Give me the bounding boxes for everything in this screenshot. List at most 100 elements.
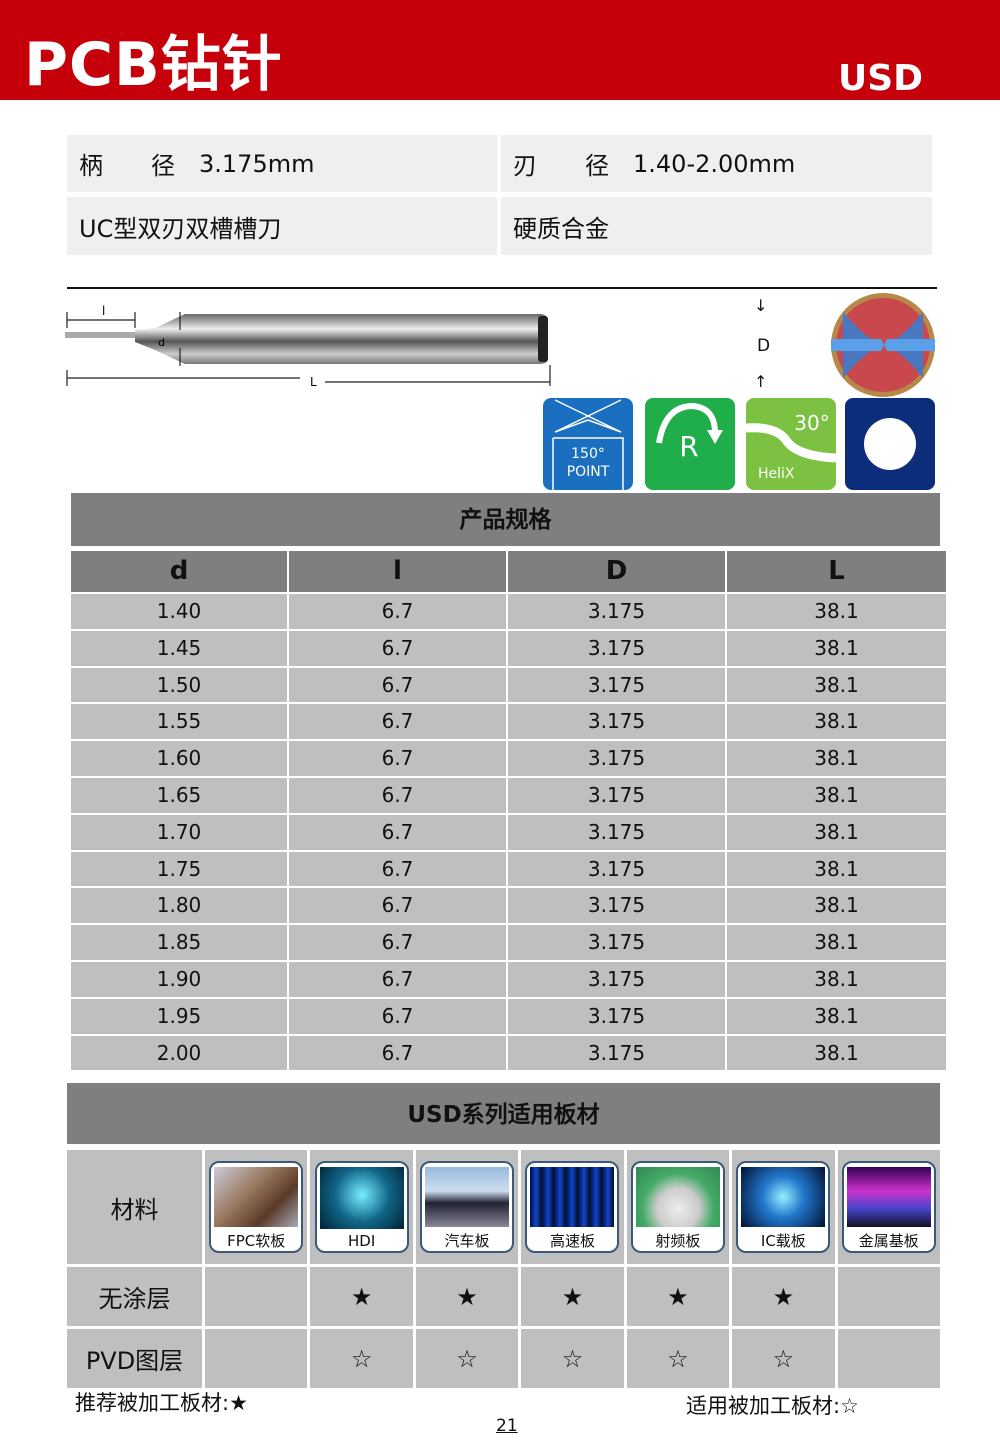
- row-label-pvd: PVD图层: [67, 1329, 202, 1388]
- spec-title: 产品规格: [71, 493, 940, 546]
- filled-star-icon: ★: [521, 1267, 624, 1326]
- table-cell: 6.7: [289, 704, 506, 740]
- table-cell: 1.65: [71, 777, 287, 813]
- svg-text:30°: 30°: [794, 411, 829, 435]
- right-hand-rotation-icon: R: [645, 398, 735, 490]
- table-cell: 38.1: [727, 630, 946, 666]
- board-cell: HDI: [310, 1150, 413, 1264]
- table-cell: 6.7: [289, 888, 506, 924]
- legend-recommended: 推荐被加工板材:★: [75, 1391, 248, 1415]
- board-cell: IC载板: [732, 1150, 835, 1264]
- table-cell: 3.175: [508, 667, 725, 703]
- column-header-D: D: [508, 551, 725, 592]
- board-cell: 金属基板: [837, 1150, 940, 1264]
- drill-cross-section-icon: [831, 293, 935, 397]
- table-cell: 38.1: [727, 925, 946, 960]
- empty-cell: [837, 1329, 940, 1388]
- table-cell: 1.40: [71, 594, 287, 629]
- round-shank-icon: [845, 398, 935, 490]
- tool-type: UC型双刃双槽槽刀: [67, 197, 497, 255]
- filled-star-icon: ★: [415, 1267, 519, 1326]
- shank-label: 柄 径: [79, 152, 175, 180]
- shank-value: 3.175mm: [199, 149, 315, 178]
- arrow-down-icon: ↓: [754, 296, 768, 315]
- helix-angle-icon: 30° HeliX: [746, 398, 836, 490]
- board-card: 射频板: [630, 1161, 725, 1253]
- board-card: 汽车板: [420, 1161, 515, 1253]
- column-header-l: l: [289, 551, 506, 592]
- table-cell: 2.00: [71, 1035, 287, 1071]
- board-card: FPC软板: [209, 1161, 304, 1253]
- tool-material: 硬质合金: [501, 197, 932, 255]
- legend-applicable: 适用被加工板材:☆: [686, 1394, 859, 1418]
- table-cell: 1.90: [71, 961, 287, 997]
- table-cell: 38.1: [727, 998, 946, 1034]
- empty-cell: [205, 1267, 308, 1326]
- empty-cell: [837, 1267, 940, 1326]
- board-image: [635, 1167, 720, 1227]
- l-label: l: [102, 304, 105, 318]
- table-cell: 1.45: [71, 630, 287, 666]
- board-image: [425, 1167, 510, 1227]
- table-cell: 3.175: [508, 925, 725, 960]
- table-cell: 3.175: [508, 814, 725, 850]
- table-cell: 38.1: [727, 777, 946, 813]
- outline-star-icon: ☆: [732, 1329, 835, 1388]
- outline-star-icon: ☆: [415, 1329, 519, 1388]
- outline-star-icon: ☆: [521, 1329, 624, 1388]
- materials-table: 材料 FPC软板 HDI 汽车板 高速板 射频板 IC载板 金属基板 无涂层 ★ ★ ★ ★ ★ PVD图层…: [67, 1150, 940, 1388]
- board-label: 高速板: [549, 1232, 595, 1250]
- table-cell: 1.55: [71, 704, 287, 740]
- table-cell: 3.175: [508, 888, 725, 924]
- table-cell: 1.60: [71, 741, 287, 776]
- blade-value: 1.40-2.00mm: [633, 149, 796, 178]
- table-cell: 1.70: [71, 814, 287, 850]
- divider: [67, 287, 937, 289]
- page-title: PCB钻针: [24, 30, 283, 100]
- drill-diagram: l d L: [65, 304, 551, 389]
- table-cell: 3.175: [508, 1035, 725, 1071]
- board-label: IC载板: [760, 1232, 806, 1250]
- outline-star-icon: ☆: [310, 1329, 413, 1388]
- empty-cell: [205, 1329, 308, 1388]
- board-image: [530, 1167, 615, 1227]
- shank-diameter-cell: 柄 径 3.175mm: [67, 135, 497, 192]
- board-cell: 射频板: [626, 1150, 730, 1264]
- table-cell: 3.175: [508, 704, 725, 740]
- table-cell: 3.175: [508, 777, 725, 813]
- board-label: FPC软板: [227, 1232, 286, 1250]
- table-cell: 3.175: [508, 961, 725, 997]
- table-cell: 6.7: [289, 741, 506, 776]
- filled-star-icon: ★: [626, 1267, 730, 1326]
- svg-text:POINT: POINT: [567, 464, 610, 480]
- table-cell: 6.7: [289, 667, 506, 703]
- table-cell: 3.175: [508, 594, 725, 629]
- board-image: [214, 1167, 299, 1227]
- table-cell: 38.1: [727, 851, 946, 887]
- table-cell: 38.1: [727, 888, 946, 924]
- table-cell: 6.7: [289, 961, 506, 997]
- board-label: 金属基板: [858, 1232, 919, 1250]
- board-cell: FPC软板: [205, 1150, 308, 1264]
- board-image: [846, 1167, 931, 1227]
- blade-diameter-cell: 刃 径 1.40-2.00mm: [501, 135, 932, 192]
- materials-title: USD系列适用板材: [67, 1083, 940, 1144]
- table-cell: 38.1: [727, 667, 946, 703]
- board-cell: 高速板: [521, 1150, 624, 1264]
- svg-text:R: R: [679, 430, 698, 463]
- table-cell: 38.1: [727, 814, 946, 850]
- blade-label: 刃 径: [513, 152, 609, 180]
- table-cell: 3.175: [508, 998, 725, 1034]
- svg-text:HeliX: HeliX: [758, 466, 795, 482]
- row-label-material: 材料: [67, 1150, 202, 1264]
- page-number: 21: [496, 1416, 518, 1436]
- table-cell: 3.175: [508, 741, 725, 776]
- spec-table: d l D L 1.40 6.7 3.175 38.1 1.45 6.7 3.175 38.1 1.50…: [71, 551, 946, 1071]
- board-label: HDI: [347, 1232, 376, 1250]
- board-cell: 汽车板: [415, 1150, 519, 1264]
- filled-star-icon: ★: [310, 1267, 413, 1326]
- table-cell: 6.7: [289, 1035, 506, 1071]
- board-label: 汽车板: [444, 1232, 490, 1250]
- board-card: HDI: [314, 1161, 409, 1253]
- table-cell: 6.7: [289, 814, 506, 850]
